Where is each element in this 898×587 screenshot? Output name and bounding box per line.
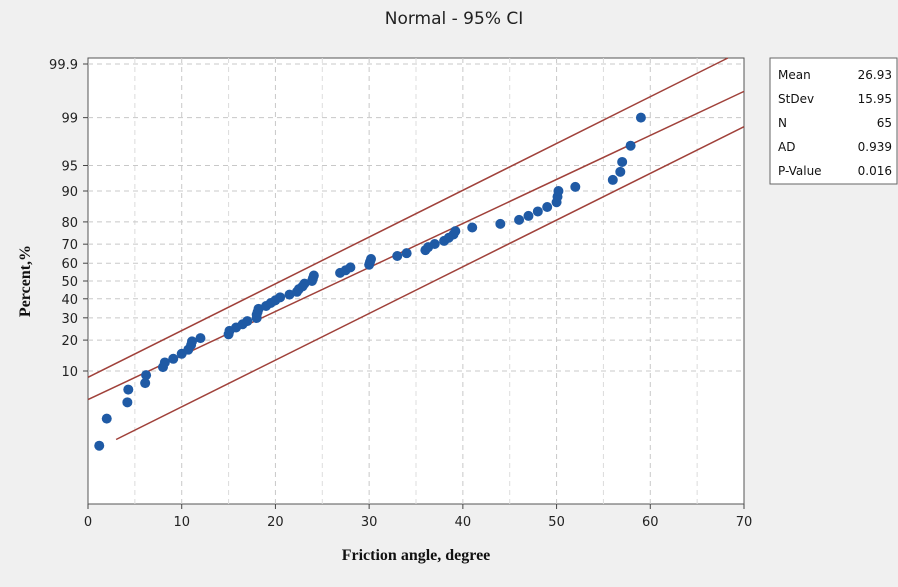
x-axis-ticks: 0 10 20 30 40 50 60 70 (84, 504, 752, 530)
stat-value: 0.939 (858, 140, 892, 154)
data-point (123, 384, 134, 395)
data-point (308, 270, 319, 281)
data-point (401, 248, 412, 259)
data-point (392, 251, 403, 262)
stat-label: AD (778, 140, 795, 154)
upper-ci-line (87, 57, 729, 379)
y-tick-label: 90 (61, 185, 78, 200)
data-point (242, 316, 253, 327)
data-point (275, 292, 286, 303)
data-point (607, 174, 618, 185)
data-point (122, 397, 133, 408)
data-point (429, 238, 440, 249)
y-tick-label: 20 (61, 334, 78, 349)
confidence-interval-lines (87, 57, 745, 441)
y-axis-title: Percent,% (17, 245, 34, 317)
data-point (625, 140, 636, 151)
data-point (159, 357, 170, 368)
x-tick-label: 70 (736, 515, 753, 530)
y-tick-label: 30 (61, 312, 78, 327)
y-tick-label: 60 (61, 257, 78, 272)
stat-label: StDev (778, 92, 814, 106)
stats-legend: Mean 26.93 StDev 15.95 N 65 AD 0.939 P-Value 0.01… (769, 57, 898, 185)
lower-ci-line (115, 126, 745, 441)
x-tick-label: 50 (548, 515, 565, 530)
stats-box (769, 57, 898, 185)
stat-value: 15.95 (858, 92, 892, 106)
data-point (495, 218, 506, 229)
data-point (615, 166, 626, 177)
data-point (141, 370, 152, 381)
y-tick-label: 95 (61, 159, 78, 174)
data-point (570, 181, 581, 192)
x-tick-label: 40 (455, 515, 472, 530)
x-tick-label: 0 (84, 515, 92, 530)
stat-label: N (778, 116, 787, 130)
data-point (514, 214, 525, 225)
data-point (542, 202, 553, 213)
data-point (195, 333, 206, 344)
x-tick-label: 10 (173, 515, 190, 530)
stat-label: Mean (778, 68, 811, 82)
y-tick-label: 99 (61, 112, 78, 127)
y-tick-label: 40 (61, 293, 78, 308)
stat-value: 0.016 (858, 164, 892, 178)
data-point (345, 262, 356, 273)
data-point (617, 156, 628, 167)
data-point (450, 226, 461, 237)
data-point (284, 289, 295, 300)
x-tick-label: 60 (642, 515, 659, 530)
data-point (140, 378, 151, 389)
stat-value: 26.93 (858, 68, 892, 82)
data-point (187, 336, 198, 347)
data-point (635, 112, 646, 123)
data-point (366, 253, 377, 264)
fitted-line (87, 90, 745, 401)
x-tick-label: 20 (267, 515, 284, 530)
data-point (532, 206, 543, 217)
data-point (523, 210, 534, 221)
data-point (467, 222, 478, 233)
stat-label: P-Value (778, 164, 822, 178)
data-point (94, 440, 105, 451)
data-point (101, 413, 112, 424)
data-point (253, 303, 264, 314)
y-tick-label: 99.9 (49, 58, 78, 73)
chart-title: Normal - 95% CI (385, 9, 524, 29)
y-tick-label: 70 (61, 238, 78, 253)
data-points (94, 112, 646, 451)
y-tick-label: 80 (61, 216, 78, 231)
data-point (168, 353, 179, 364)
data-point (553, 186, 564, 197)
stats-rows: Mean 26.93 StDev 15.95 N 65 AD 0.939 P-Value 0.01… (778, 68, 892, 178)
y-axis-ticks: 10 20 30 40 50 60 70 80 90 95 99 99.9 (49, 58, 88, 380)
x-tick-label: 30 (361, 515, 378, 530)
stat-value: 65 (877, 116, 892, 130)
y-tick-label: 50 (61, 275, 78, 290)
x-axis-title: Friction angle, degree (342, 547, 491, 564)
y-tick-label: 10 (61, 365, 78, 380)
